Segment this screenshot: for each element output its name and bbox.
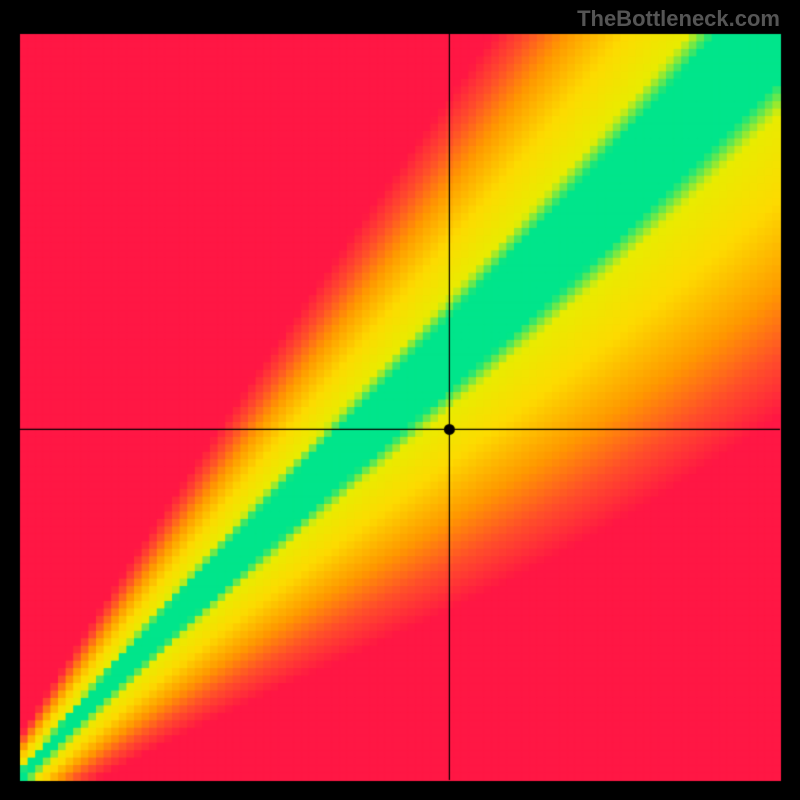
chart-container: TheBottleneck.com <box>0 0 800 800</box>
bottleneck-heatmap-canvas <box>0 0 800 800</box>
watermark-text: TheBottleneck.com <box>577 6 780 32</box>
